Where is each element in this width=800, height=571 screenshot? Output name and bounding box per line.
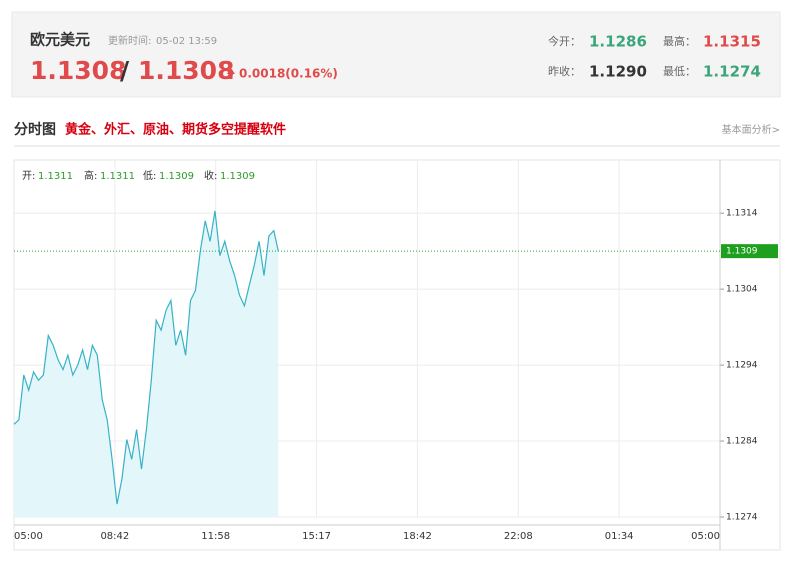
stat-label: 昨收： [548, 64, 581, 78]
x-tick-label: 11:58 [201, 531, 230, 542]
ohlc-value: 1.1309 [220, 171, 255, 182]
ohlc-value: 1.1311 [38, 171, 73, 182]
y-tick-label: 1.1294 [726, 361, 758, 371]
x-tick-label: 15:17 [302, 531, 331, 542]
x-tick-label: 01:34 [605, 531, 634, 542]
price-separator: / [120, 56, 130, 85]
analysis-link[interactable]: 基本面分析> [722, 123, 780, 136]
update-label: 更新时间: [108, 34, 151, 47]
y-tick-label: 1.1274 [726, 513, 758, 523]
ohlc-label: 高: [84, 169, 97, 182]
stat-label: 最低： [663, 65, 696, 78]
ohlc-label: 低: [143, 169, 156, 182]
ohlc-value: 1.1309 [159, 171, 194, 182]
x-tick-label: 18:42 [403, 531, 432, 542]
chart: 05:00 08:42 11:58 15:17 18:42 22:08 01:34 05:00… [13, 160, 778, 550]
stat-value: 1.1286 [589, 33, 647, 51]
update-time: 05-02 13:59 [156, 36, 217, 47]
quote-panel [11, 11, 781, 98]
x-tick-label: 22:08 [504, 531, 533, 542]
chart-frame [13, 159, 781, 551]
ask-price: 1.1308 [138, 56, 234, 85]
stat-value: 1.1274 [703, 63, 761, 81]
x-tick-label: 05:00 [14, 531, 43, 542]
y-tick-label: 1.1304 [726, 285, 758, 295]
ohlc-label: 开: [22, 171, 35, 182]
last-price-box [721, 244, 778, 259]
last-price-label: 1.1309 [726, 247, 758, 257]
ohlc-label: 收: [204, 169, 217, 182]
stat-value: 1.1315 [703, 33, 761, 51]
stat-label: 最高： [663, 34, 696, 48]
price-line [13, 210, 279, 505]
ohlc-value: 1.1311 [100, 171, 135, 182]
promo-link[interactable]: 黄金、外汇、原油、期货多空提醒软件 [65, 122, 286, 138]
bid-price: 1.1308 [30, 56, 126, 85]
y-tick-label: 1.1314 [726, 209, 758, 219]
x-tick-label: 05:00 [691, 531, 720, 542]
y-tick-label: 1.1284 [726, 437, 758, 447]
up-arrow [227, 68, 235, 79]
quote-title: 欧元美元 [30, 31, 90, 49]
area [14, 210, 279, 517]
stat-value: 1.1290 [589, 63, 647, 81]
x-tick-label: 08:42 [100, 531, 129, 542]
tab-title: 分时图 [14, 121, 56, 138]
stat-label: 今开： [548, 34, 581, 48]
price-change: 0.0018(0.16%) [239, 67, 338, 81]
